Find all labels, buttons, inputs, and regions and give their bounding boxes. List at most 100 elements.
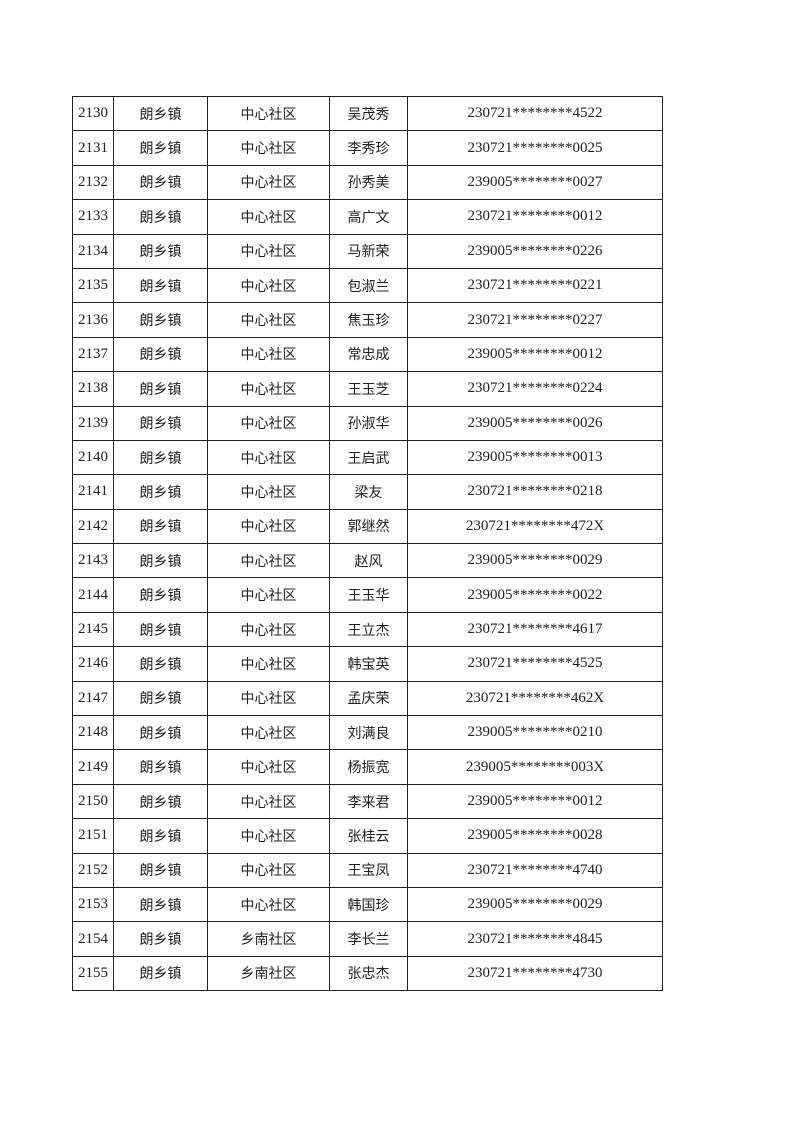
id-number-cell: 239005********0013 [407, 439, 663, 476]
row-number-cell: 2140 [72, 439, 114, 476]
id-number-cell: 239005********0026 [407, 405, 663, 441]
name-cell: 马新荣 [329, 233, 408, 269]
town-cell: 朗乡镇 [113, 371, 208, 407]
id-number-cell: 230721********4845 [407, 921, 663, 957]
town-cell: 朗乡镇 [113, 302, 208, 338]
town-cell: 朗乡镇 [113, 95, 208, 132]
community-cell: 中心社区 [207, 508, 330, 545]
row-number-cell: 2150 [72, 783, 114, 820]
name-cell: 孙秀美 [329, 164, 408, 201]
table-row: 2145 朗乡镇 中心社区 王立杰 230721********4617 [72, 611, 663, 648]
community-cell: 中心社区 [207, 680, 330, 717]
community-cell: 中心社区 [207, 439, 330, 476]
name-cell: 郭继然 [329, 508, 408, 545]
name-cell: 包淑兰 [329, 267, 408, 304]
table-row: 2137 朗乡镇 中心社区 常忠成 239005********0012 [72, 336, 663, 373]
town-cell: 朗乡镇 [113, 749, 208, 785]
community-cell: 中心社区 [207, 130, 330, 166]
community-cell: 乡南社区 [207, 955, 330, 992]
town-cell: 朗乡镇 [113, 921, 208, 957]
table-row: 2155 朗乡镇 乡南社区 张忠杰 230721********4730 [72, 955, 663, 992]
community-cell: 中心社区 [207, 852, 330, 888]
table-row: 2144 朗乡镇 中心社区 王玉华 239005********0022 [72, 577, 663, 613]
town-cell: 朗乡镇 [113, 886, 208, 923]
name-cell: 常忠成 [329, 336, 408, 373]
row-number-cell: 2130 [72, 95, 114, 132]
name-cell: 李来君 [329, 783, 408, 820]
row-number-cell: 2132 [72, 164, 114, 201]
community-cell: 中心社区 [207, 749, 330, 785]
records-table: 2130 朗乡镇 中心社区 吴茂秀 230721********4522 2131 朗乡镇中… [72, 95, 663, 992]
community-cell: 中心社区 [207, 474, 330, 510]
name-cell: 李秀珍 [329, 130, 408, 166]
name-cell: 刘满良 [329, 715, 408, 751]
id-number-cell: 230721********0227 [407, 302, 663, 338]
community-cell: 中心社区 [207, 302, 330, 338]
row-number-cell: 2141 [72, 474, 114, 510]
name-cell: 王启武 [329, 439, 408, 476]
town-cell: 朗乡镇 [113, 439, 208, 476]
community-cell: 中心社区 [207, 543, 330, 579]
row-number-cell: 2136 [72, 302, 114, 338]
name-cell: 焦玉珍 [329, 302, 408, 338]
row-number-cell: 2149 [72, 749, 114, 785]
name-cell: 李长兰 [329, 921, 408, 957]
name-cell: 赵风 [329, 543, 408, 579]
table-row: 2140 朗乡镇 中心社区 王启武 239005********0013 [72, 439, 663, 476]
community-cell: 中心社区 [207, 886, 330, 923]
table-row: 2132 朗乡镇 中心社区 孙秀美 239005********0027 [72, 164, 663, 201]
id-number-cell: 230721********462X [407, 680, 663, 717]
row-number-cell: 2146 [72, 646, 114, 682]
town-cell: 朗乡镇 [113, 611, 208, 648]
id-number-cell: 230721********0224 [407, 371, 663, 407]
id-number-cell: 230721********0012 [407, 199, 663, 235]
town-cell: 朗乡镇 [113, 680, 208, 717]
row-number-cell: 2151 [72, 818, 114, 854]
name-cell: 孙淑华 [329, 405, 408, 441]
table-row: 2142 朗乡镇 中心社区 郭继然 230721********472X [72, 508, 663, 545]
table-row: 2150 朗乡镇 中心社区 李来君 239005********0012 [72, 783, 663, 820]
table-row: 2130 朗乡镇 中心社区 吴茂秀 230721********4522 [72, 95, 663, 132]
id-number-cell: 239005********0029 [407, 886, 663, 923]
community-cell: 中心社区 [207, 646, 330, 682]
table-row: 2147 朗乡镇 中心社区 孟庆荣 230721********462X [72, 680, 663, 717]
table-row: 2151 朗乡镇 中心社区 张桂云 239005********0028 [72, 818, 663, 854]
id-number-cell: 230721********4525 [407, 646, 663, 682]
name-cell: 梁友 [329, 474, 408, 510]
row-number-cell: 2138 [72, 371, 114, 407]
table-row: 2138 朗乡镇 中心社区 王玉芝 230721********0224 [72, 371, 663, 407]
community-cell: 中心社区 [207, 199, 330, 235]
town-cell: 朗乡镇 [113, 646, 208, 682]
id-number-cell: 239005********0012 [407, 783, 663, 820]
id-number-cell: 230721********4730 [407, 955, 663, 992]
row-number-cell: 2153 [72, 886, 114, 923]
id-number-cell: 239005********0028 [407, 818, 663, 854]
id-number-cell: 230721********0218 [407, 474, 663, 510]
table-row: 2139 朗乡镇 中心社区 孙淑华 239005********0026 [72, 405, 663, 441]
row-number-cell: 2139 [72, 405, 114, 441]
table-row: 2131 朗乡镇 中心社区 李秀珍 230721********0025 [72, 130, 663, 166]
town-cell: 朗乡镇 [113, 233, 208, 269]
town-cell: 朗乡镇 [113, 783, 208, 820]
name-cell: 王玉芝 [329, 371, 408, 407]
id-number-cell: 239005********0012 [407, 336, 663, 373]
table-row: 2135 朗乡镇 中心社区 包淑兰 230721********0221 [72, 267, 663, 304]
id-number-cell: 230721********472X [407, 508, 663, 545]
table-row: 2134 朗乡镇 中心社区 马新荣 239005********0226 [72, 233, 663, 269]
row-number-cell: 2154 [72, 921, 114, 957]
id-number-cell: 230721********4740 [407, 852, 663, 888]
name-cell: 吴茂秀 [329, 95, 408, 132]
town-cell: 朗乡镇 [113, 474, 208, 510]
table-row: 2152 朗乡镇 中心社区 王宝凤 230721********4740 [72, 852, 663, 888]
name-cell: 张桂云 [329, 818, 408, 854]
name-cell: 张忠杰 [329, 955, 408, 992]
town-cell: 朗乡镇 [113, 543, 208, 579]
name-cell: 杨振宽 [329, 749, 408, 785]
records-table-body: 2130 朗乡镇 中心社区 吴茂秀 230721********4522 2131 朗乡镇中… [72, 95, 663, 992]
id-number-cell: 239005********0226 [407, 233, 663, 269]
community-cell: 中心社区 [207, 164, 330, 201]
id-number-cell: 239005********003X [407, 749, 663, 785]
town-cell: 朗乡镇 [113, 577, 208, 613]
community-cell: 乡南社区 [207, 921, 330, 957]
community-cell: 中心社区 [207, 95, 330, 132]
